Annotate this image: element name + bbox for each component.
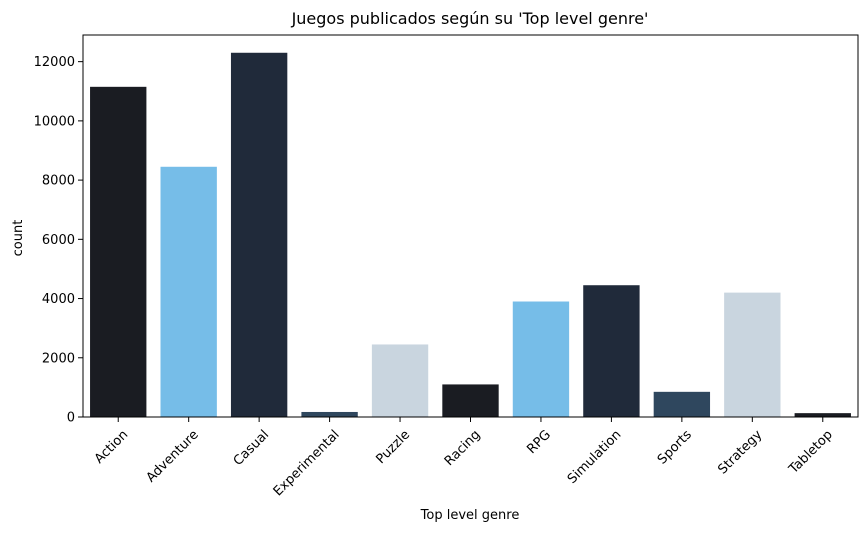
bar-racing bbox=[442, 384, 499, 417]
bar-action bbox=[90, 86, 147, 417]
x-tick-label: Sports bbox=[655, 427, 695, 467]
x-tick-label: RPG bbox=[524, 427, 554, 457]
bar-puzzle bbox=[371, 344, 429, 417]
y-axis-label: count bbox=[11, 220, 26, 257]
y-tick-label: 8000 bbox=[42, 174, 75, 189]
bar-simulation bbox=[583, 285, 640, 417]
y-tick-label: 2000 bbox=[42, 351, 75, 366]
x-tick-label: Tabletop bbox=[786, 427, 836, 477]
bar-casual bbox=[230, 52, 288, 417]
bar-adventure bbox=[160, 166, 217, 417]
bar-experimental bbox=[301, 411, 358, 417]
chart-title: Juegos publicados según su 'Top level ge… bbox=[291, 9, 649, 28]
bar-tabletop bbox=[794, 413, 851, 417]
x-axis-label: Top level genre bbox=[420, 508, 520, 523]
y-tick-label: 4000 bbox=[42, 292, 75, 307]
bar-sports bbox=[653, 391, 711, 417]
x-tick-label: Puzzle bbox=[373, 427, 413, 467]
bars-group bbox=[90, 52, 851, 417]
x-tick-label: Racing bbox=[442, 427, 484, 469]
y-axis: 0 2000 4000 6000 8000 10000 12000 bbox=[34, 55, 83, 426]
x-tick-label: Adventure bbox=[144, 427, 202, 485]
y-tick-label: 0 bbox=[67, 411, 75, 426]
plot-frame bbox=[82, 34, 859, 418]
y-tick-label: 12000 bbox=[34, 55, 75, 70]
x-tick-label: Strategy bbox=[715, 427, 765, 477]
y-tick-label: 10000 bbox=[34, 114, 75, 129]
y-tick-label: 6000 bbox=[42, 233, 75, 248]
x-tick-label: Action bbox=[92, 427, 131, 466]
bar-strategy bbox=[724, 292, 781, 417]
x-tick-label: Simulation bbox=[565, 427, 625, 487]
x-tick-label: Casual bbox=[231, 427, 272, 468]
x-tick-label: Experimental bbox=[271, 427, 343, 499]
bar-rpg bbox=[512, 301, 570, 417]
